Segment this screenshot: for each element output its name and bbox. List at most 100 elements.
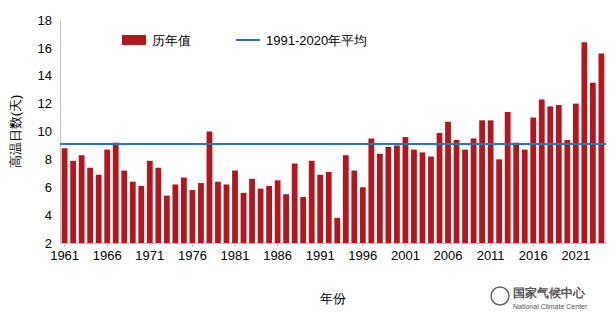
bar	[471, 138, 477, 243]
x-tick-label: 1966	[93, 248, 122, 263]
bar	[283, 194, 289, 243]
bar	[403, 137, 409, 243]
bar	[564, 140, 570, 243]
bar	[266, 186, 272, 243]
x-tick: 1981	[221, 243, 250, 263]
x-tick-mark	[107, 243, 108, 247]
bar	[394, 145, 400, 243]
bar	[573, 104, 579, 243]
bar	[445, 122, 451, 243]
x-tick: 1966	[93, 243, 122, 263]
x-tick: 1961	[50, 243, 79, 263]
x-tick-label: 1986	[263, 248, 292, 263]
x-tick-mark	[277, 243, 278, 247]
legend-item: 历年值	[122, 33, 191, 48]
x-tick-mark	[64, 243, 65, 247]
y-tick-label: 18	[38, 13, 52, 28]
x-tick-mark	[320, 243, 321, 247]
bar	[326, 172, 332, 243]
x-tick-label: 1961	[50, 248, 79, 263]
bar	[343, 155, 349, 243]
x-tick-mark	[149, 243, 150, 247]
y-axis-title: 高温日数(天)	[8, 95, 23, 169]
bar	[309, 161, 315, 243]
bar	[258, 189, 264, 243]
x-tick-label: 1996	[348, 248, 377, 263]
x-tick-mark	[533, 243, 534, 247]
bar	[488, 120, 494, 243]
bar	[351, 171, 357, 243]
x-tick: 1976	[178, 243, 207, 263]
y-tick-label: 8	[45, 152, 52, 167]
y-tick-label: 12	[38, 96, 52, 111]
x-tick-label: 2011	[477, 248, 505, 263]
legend-swatch	[122, 35, 146, 45]
x-tick: 2021	[561, 243, 590, 263]
y-tick: 8	[45, 152, 60, 167]
x-tick-mark	[192, 243, 193, 247]
bar	[292, 164, 298, 243]
bar	[190, 190, 196, 243]
bar	[505, 112, 511, 243]
y-axis: 24681012141618	[38, 13, 61, 251]
bar	[121, 171, 127, 243]
bar	[62, 148, 68, 243]
x-axis-line	[61, 243, 607, 244]
watermark-text: 国家气候中心	[513, 286, 586, 300]
bar	[547, 106, 553, 243]
bar	[96, 175, 102, 243]
x-tick: 1986	[263, 243, 292, 263]
bar	[539, 99, 545, 243]
bar	[513, 143, 519, 243]
bar	[599, 53, 605, 243]
bar	[79, 155, 85, 243]
x-tick: 2016	[519, 243, 548, 263]
y-tick-label: 4	[45, 208, 52, 223]
bar	[215, 182, 221, 243]
x-tick-mark	[490, 243, 491, 247]
y-tick-label: 14	[38, 68, 52, 83]
x-tick-mark	[405, 243, 406, 247]
legend-label: 历年值	[152, 33, 191, 48]
x-tick-label: 1991	[306, 248, 335, 263]
chart: 2468101214161819611966197119761981198619…	[0, 0, 616, 316]
bar	[479, 120, 485, 243]
average-line	[60, 143, 606, 145]
bar	[581, 42, 587, 243]
bar	[147, 161, 153, 243]
x-tick-mark	[235, 243, 236, 247]
bar	[104, 150, 110, 243]
bar	[385, 147, 391, 243]
y-tick: 4	[45, 208, 60, 223]
y-axis-line	[60, 21, 61, 244]
bar	[334, 218, 340, 243]
bar	[428, 157, 434, 243]
x-tick-label: 2001	[391, 248, 420, 263]
bar	[317, 175, 323, 243]
x-tick-mark	[575, 243, 576, 247]
bar	[249, 179, 255, 243]
bar	[241, 193, 247, 243]
x-tick: 1991	[306, 243, 335, 263]
legend-swatch	[236, 39, 260, 41]
bar	[530, 118, 536, 243]
bar	[556, 105, 562, 243]
legend-label: 1991-2020年平均	[266, 33, 367, 48]
x-tick-label: 2006	[434, 248, 463, 263]
bar	[437, 133, 443, 243]
watermark: 国家气候中心National Climate Center	[491, 286, 588, 310]
y-tick-label: 6	[45, 180, 52, 195]
x-tick: 2011	[477, 243, 505, 263]
x-tick-label: 1976	[178, 248, 207, 263]
bar	[377, 154, 383, 243]
y-tick: 14	[38, 68, 60, 83]
bar	[454, 140, 460, 243]
bar	[164, 196, 170, 243]
y-tick: 12	[38, 96, 60, 111]
bar	[232, 171, 238, 243]
bar	[70, 161, 76, 243]
bar	[368, 138, 374, 243]
bar	[87, 168, 93, 243]
bar	[113, 143, 119, 243]
bar	[411, 150, 417, 243]
